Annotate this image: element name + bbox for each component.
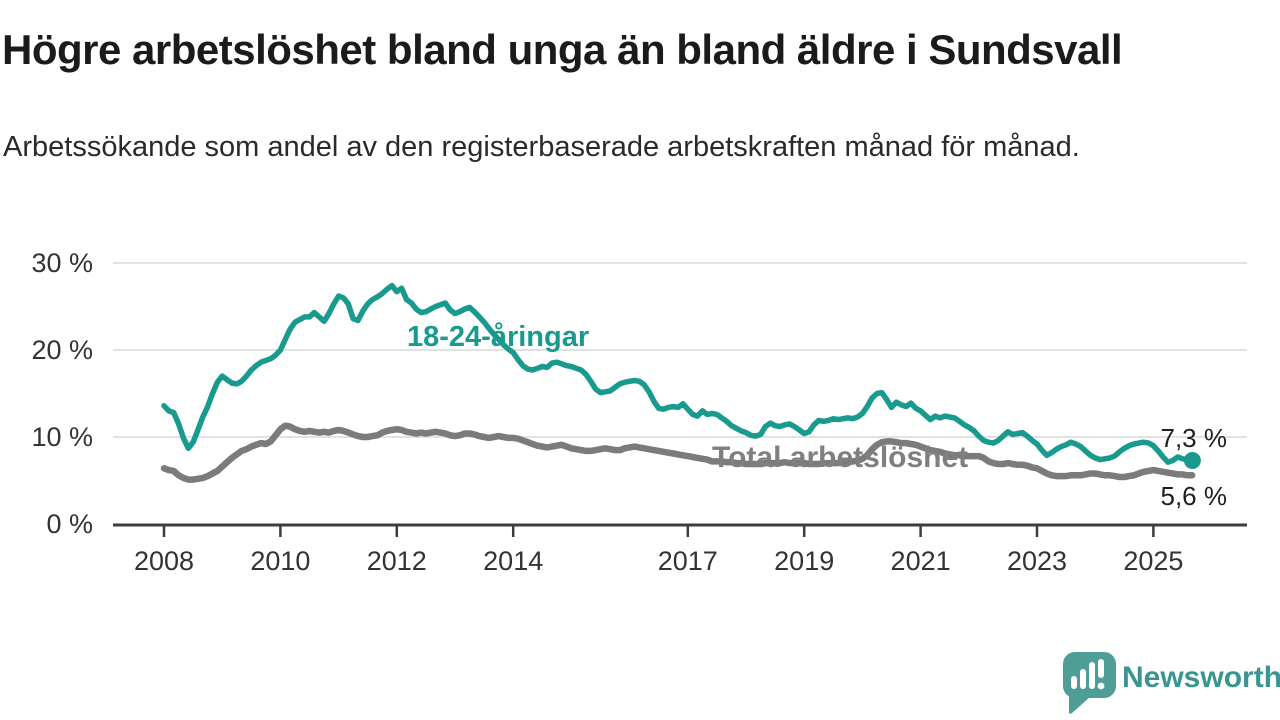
x-tick-label-2023: 2023 [1007,546,1067,576]
y-tick-label-0: 0 % [46,509,93,539]
x-tick-label-2017: 2017 [658,546,718,576]
newsworthy-logo: Newsworthy [1063,652,1280,714]
y-tick-label-20: 20 % [31,335,93,365]
end-value-youth: 7,3 % [1161,423,1228,453]
y-axis: 30 % 20 % 10 % 0 % [31,248,93,539]
x-tick-label-2019: 2019 [774,546,834,576]
series-label-youth: 18-24-åringar [407,321,589,353]
x-tick-label-2008: 2008 [134,546,194,576]
y-tick-label-10: 10 % [31,422,93,452]
series-line-youth [161,282,1195,465]
newsworthy-wordmark: Newsworthy [1122,661,1280,694]
gridlines [113,262,1247,438]
x-tick-label-2010: 2010 [250,546,310,576]
series-label-total: Total arbetslöshet [712,441,968,474]
series-line-total [160,422,1196,483]
bar-chart-icon [1071,659,1105,690]
chart-subtitle: Arbetssökande som andel av den registerb… [3,131,1080,163]
x-tick-label-2014: 2014 [483,546,543,576]
newsworthy-logo-icon [1063,652,1116,714]
y-tick-label-30: 30 % [31,248,93,278]
series-lines [160,282,1196,483]
x-tick-label-2021: 2021 [891,546,951,576]
end-value-total: 5,6 % [1161,481,1228,511]
latest-value-dot [1183,451,1201,469]
page-title: Högre arbetslöshet bland unga än bland ä… [2,26,1123,73]
x-axis: 2008 2010 2012 2014 2017 2019 2021 2023 2025 [113,523,1247,576]
x-tick-label-2025: 2025 [1123,546,1183,576]
x-tick-label-2012: 2012 [367,546,427,576]
